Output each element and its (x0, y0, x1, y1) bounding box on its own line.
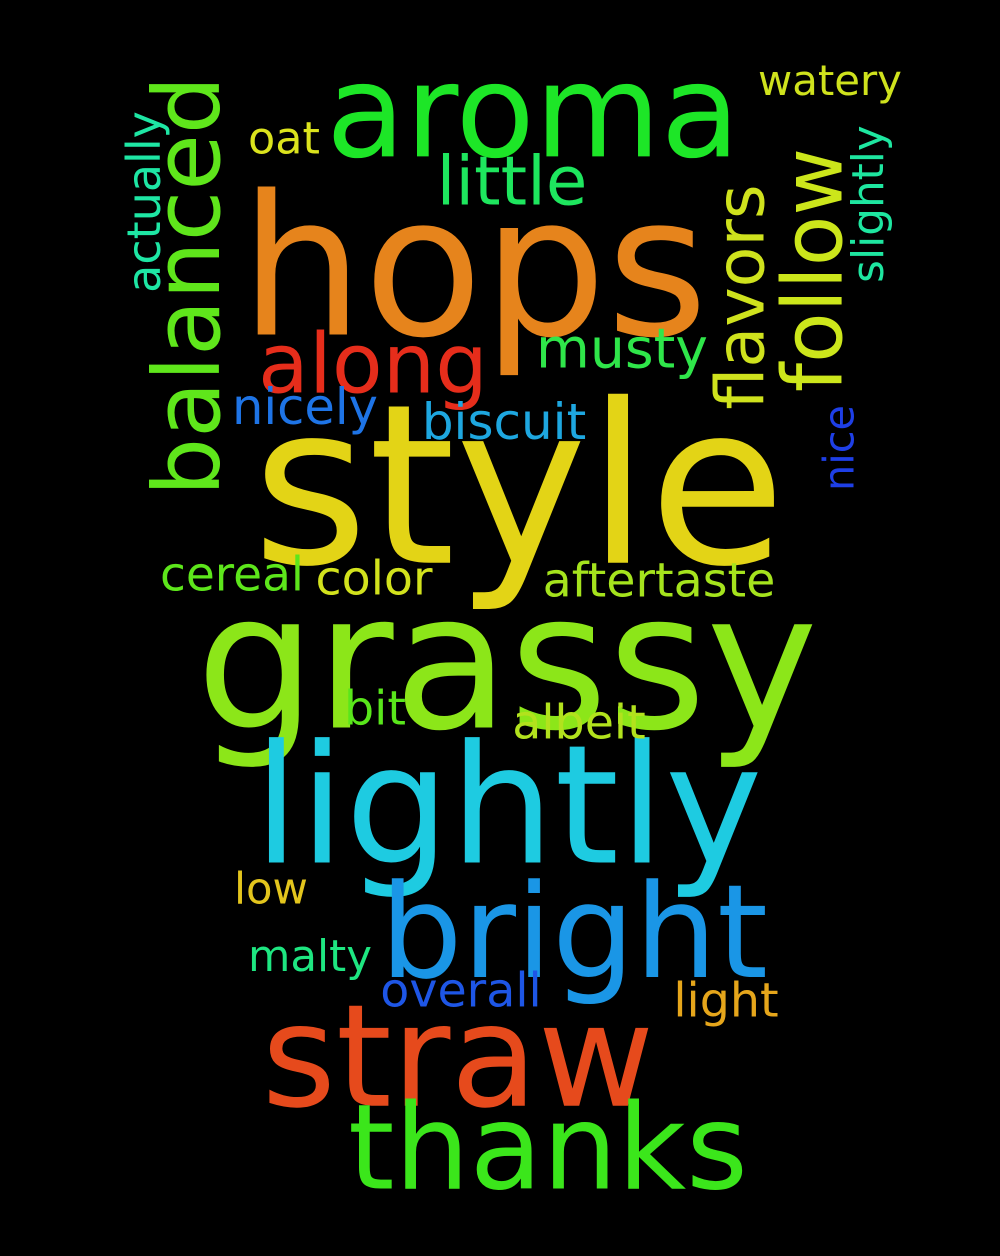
word-biscuit: biscuit (421, 393, 587, 451)
word-albeit: albeit (512, 695, 646, 751)
word-style: style (252, 356, 786, 616)
word-oat: oat (248, 112, 320, 165)
word-straw: straw (261, 973, 655, 1140)
word-low: low (234, 864, 308, 915)
word-along: along (258, 315, 488, 413)
word-bit: bit (344, 681, 406, 737)
word-little: little (436, 141, 588, 221)
word-slightly: slightly (843, 125, 895, 283)
word-flavors: flavors (701, 184, 780, 410)
word-overall: overall (380, 963, 542, 1019)
word-aroma: aroma (326, 36, 740, 188)
word-hops: hops (240, 153, 708, 381)
word-cereal: cereal (160, 547, 304, 603)
word-aftertaste: aftertaste (542, 553, 776, 609)
word-nice: nice (815, 405, 864, 491)
word-watery: watery (758, 56, 902, 106)
word-nicely: nicely (232, 378, 378, 437)
word-musty: musty (536, 317, 708, 382)
word-thanks: thanks (348, 1078, 748, 1217)
word-malty: malty (248, 932, 372, 983)
word-grassy: grassy (196, 552, 818, 773)
word-actually: actually (117, 111, 171, 293)
word-color: color (315, 551, 433, 607)
word-light: light (673, 973, 779, 1029)
word-lightly: lightly (253, 709, 763, 902)
word-bright: bright (380, 856, 768, 1008)
